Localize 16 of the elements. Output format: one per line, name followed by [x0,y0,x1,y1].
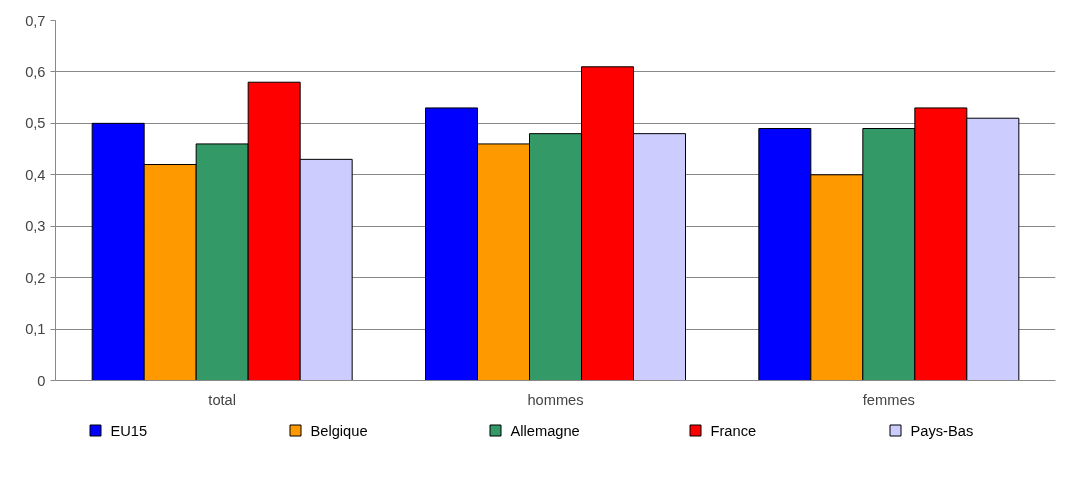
y-tick-label: 0,3 [25,218,46,235]
legend-label: Belgique [310,422,368,439]
y-tick-label: 0,6 [25,63,46,80]
x-tick-label: hommes [527,391,584,408]
x-tick-label: femmes [862,391,915,408]
y-tick-label: 0 [37,372,46,389]
legend-label: Allemagne [510,422,580,439]
legend-label: Pays-Bas [910,422,974,439]
y-tick-label: 0,5 [25,115,46,132]
y-tick-label: 0,1 [25,321,46,338]
y-tick-label: 0,7 [25,12,46,29]
y-tick-label: 0,2 [25,269,46,286]
legend-label: EU15 [110,422,148,439]
x-tick-label: total [208,391,237,408]
y-tick-label: 0,4 [25,166,46,183]
legend-label: France [710,422,757,439]
